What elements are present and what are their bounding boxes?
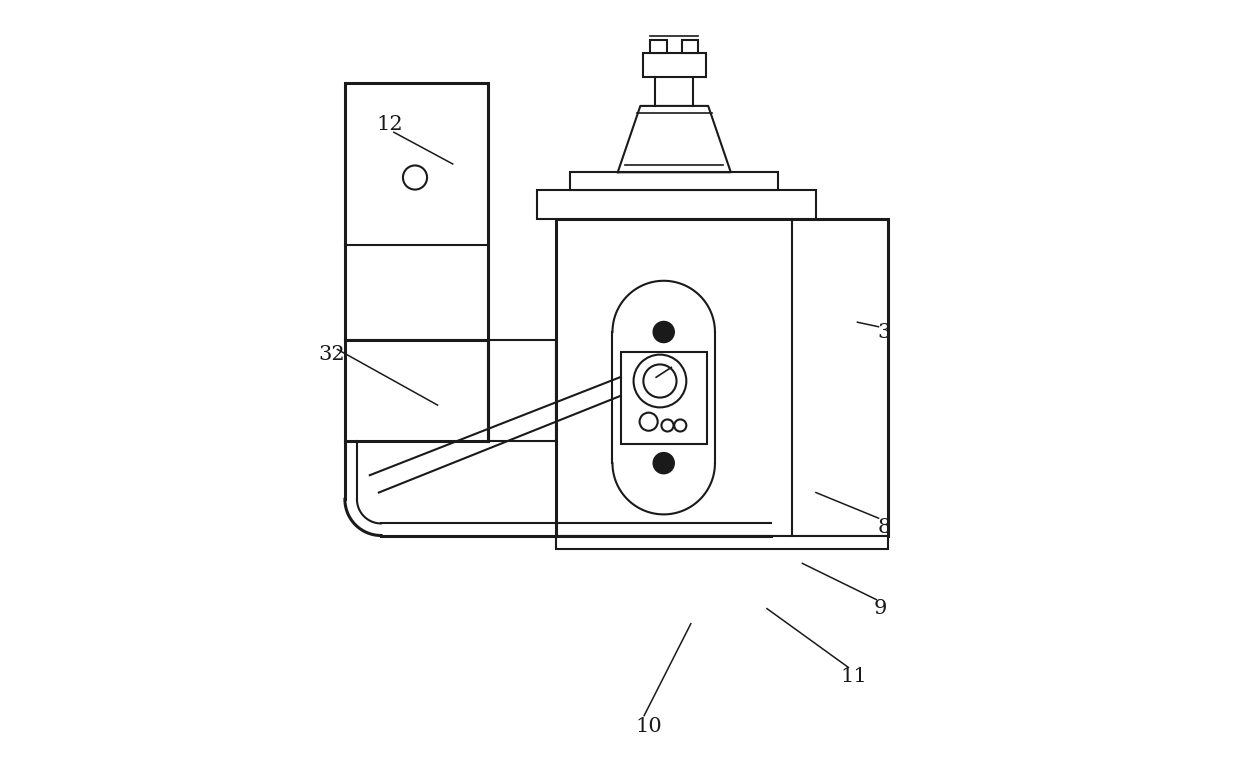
Bar: [642, 53, 706, 77]
Circle shape: [653, 453, 675, 474]
Bar: [682, 40, 698, 53]
Circle shape: [653, 322, 675, 343]
Text: 3: 3: [877, 322, 890, 341]
Text: 11: 11: [841, 667, 867, 686]
Text: 12: 12: [377, 115, 403, 134]
Bar: [345, 340, 489, 441]
Text: 32: 32: [319, 345, 346, 364]
Bar: [569, 172, 779, 190]
Bar: [650, 40, 667, 53]
Text: 10: 10: [635, 717, 662, 735]
Text: 8: 8: [877, 518, 890, 537]
Bar: [537, 190, 816, 219]
Bar: [621, 352, 707, 444]
Text: 9: 9: [873, 599, 887, 618]
Bar: [556, 219, 888, 536]
Bar: [345, 83, 489, 340]
Bar: [556, 536, 888, 549]
